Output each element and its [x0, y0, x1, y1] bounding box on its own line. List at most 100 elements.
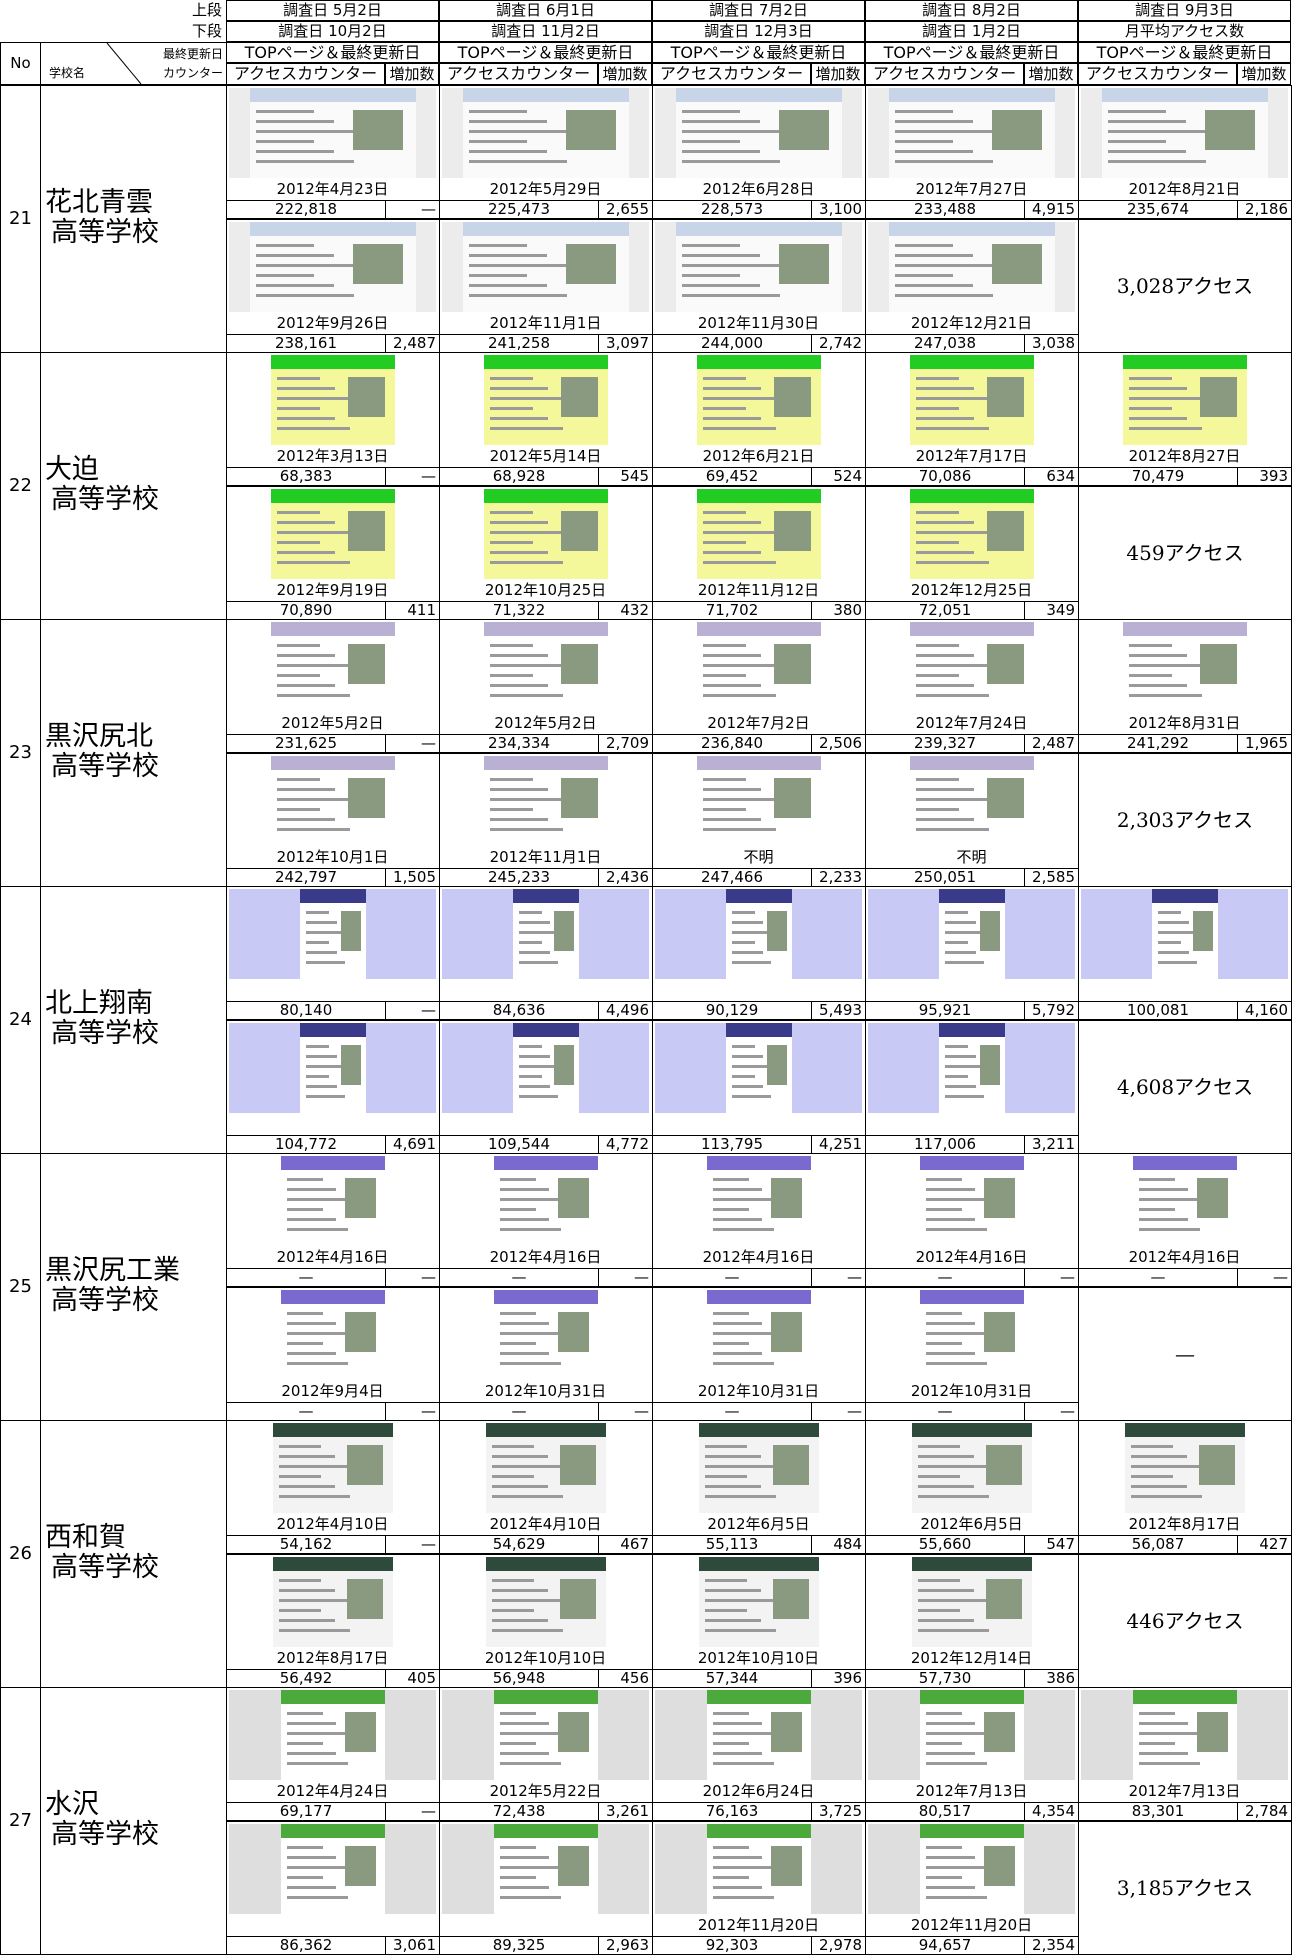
date-label: 最終更新日 [162, 46, 223, 61]
screenshot-text [306, 961, 345, 964]
screenshot-text [705, 1629, 776, 1632]
column-increase-header: 増加数 [1237, 63, 1291, 85]
screenshot [868, 1290, 1075, 1380]
page-cell: 2012年7月27日 [865, 85, 1079, 201]
increase-count: 5,792 [1024, 1001, 1079, 1020]
screenshot-header [697, 622, 821, 636]
screenshot-text [500, 1178, 536, 1181]
update-date: 2012年11月30日 [697, 313, 820, 332]
screenshot-page [273, 1423, 393, 1513]
increase-count: 484 [811, 1535, 866, 1554]
screenshot-header [484, 756, 608, 770]
screenshot-text [1131, 1445, 1173, 1448]
monthly-average: 3,028アクセス [1078, 219, 1292, 353]
screenshot-text [705, 1619, 761, 1622]
screenshot-text [713, 1362, 774, 1365]
screenshot-text [1139, 1228, 1200, 1231]
screenshot-text [287, 1762, 348, 1765]
screenshot-text [277, 407, 320, 410]
screenshot-page [273, 1557, 393, 1647]
screenshot-page [281, 1290, 385, 1380]
page-cell: 2012年6月5日 [865, 1420, 1079, 1536]
screenshot-image [347, 1445, 383, 1485]
access-counter: 68,928 [439, 467, 599, 486]
screenshot-image [984, 1712, 1015, 1752]
screenshot-text [287, 1742, 323, 1745]
update-date: 2012年10月31日 [910, 1381, 1033, 1400]
increase-count: 1,505 [385, 868, 440, 887]
school-name-line: 高等学校 [51, 1819, 159, 1850]
screenshot-header [463, 88, 629, 102]
screenshot-page [920, 1290, 1024, 1380]
screenshot-text [469, 274, 527, 277]
screenshot-text [1139, 1762, 1200, 1765]
screenshot-image [771, 1178, 802, 1218]
screenshot-image [341, 911, 361, 951]
screenshot-text [492, 1619, 548, 1622]
screenshot-text [705, 1485, 761, 1488]
screenshot-header [697, 355, 821, 369]
screenshot-page [271, 622, 395, 712]
access-counter: 236,840 [652, 734, 812, 753]
increase-count: 547 [1024, 1535, 1079, 1554]
increase-count: 5,493 [811, 1001, 866, 1020]
screenshot [868, 1690, 1075, 1780]
update-date: 2012年8月27日 [1128, 446, 1241, 465]
screenshot [442, 1290, 649, 1380]
screenshot-text [306, 1065, 345, 1068]
screenshot-text [1108, 130, 1206, 133]
screenshot-header [707, 1156, 811, 1170]
increase-count: — [811, 1268, 866, 1287]
screenshot [1081, 355, 1288, 445]
screenshot-text [287, 1866, 348, 1869]
screenshot-text [277, 521, 335, 524]
screenshot-text [916, 788, 974, 791]
screenshot-text [703, 644, 746, 647]
update-date: 2012年5月29日 [489, 179, 602, 198]
screenshot-page [707, 1824, 811, 1914]
survey-date-upper: 調査日 9月3日 [1078, 0, 1291, 21]
screenshot-text [703, 694, 776, 697]
screenshot-text [926, 1228, 987, 1231]
increase-count: — [385, 1402, 440, 1421]
screenshot-image [345, 1178, 376, 1218]
page-cell: 2012年8月31日 [1078, 619, 1292, 735]
access-counter: 56,948 [439, 1669, 599, 1688]
monthly-average: 3,185アクセス [1078, 1821, 1292, 1955]
screenshot [868, 889, 1075, 979]
screenshot-text [287, 1218, 336, 1221]
screenshot-header [273, 1423, 393, 1437]
screenshot [655, 756, 862, 846]
increase-count: 2,655 [598, 200, 653, 219]
screenshot-text [713, 1332, 774, 1335]
screenshot-text [469, 294, 567, 297]
screenshot-image [345, 1846, 376, 1886]
screenshot-text [705, 1465, 776, 1468]
screenshot-text [490, 778, 533, 781]
access-counter: 234,334 [439, 734, 599, 753]
screenshot-text [492, 1609, 534, 1612]
screenshot-text [256, 264, 354, 267]
screenshot-text [926, 1218, 975, 1221]
page-cell: 2012年6月24日 [652, 1687, 866, 1803]
screenshot-text [1139, 1722, 1188, 1725]
screenshot-text [918, 1579, 960, 1582]
screenshot-text [916, 417, 974, 420]
update-date: 2012年7月13日 [915, 1781, 1028, 1800]
screenshot-text [490, 377, 533, 380]
screenshot-text [945, 1065, 984, 1068]
screenshot-header [486, 1423, 606, 1437]
screenshot-header [281, 1156, 385, 1170]
screenshot-page [726, 889, 792, 979]
screenshot-text [287, 1722, 336, 1725]
school-no: 23 [0, 619, 41, 887]
access-counter: 54,162 [226, 1535, 386, 1554]
screenshot-page [250, 88, 416, 178]
screenshot-image [980, 911, 1000, 951]
survey-date-upper: 調査日 7月2日 [652, 0, 865, 21]
screenshot [655, 889, 862, 979]
survey-date-upper: 調査日 6月1日 [439, 0, 652, 21]
increase-count: — [385, 734, 440, 753]
screenshot-text [895, 130, 993, 133]
screenshot-page [250, 222, 416, 312]
